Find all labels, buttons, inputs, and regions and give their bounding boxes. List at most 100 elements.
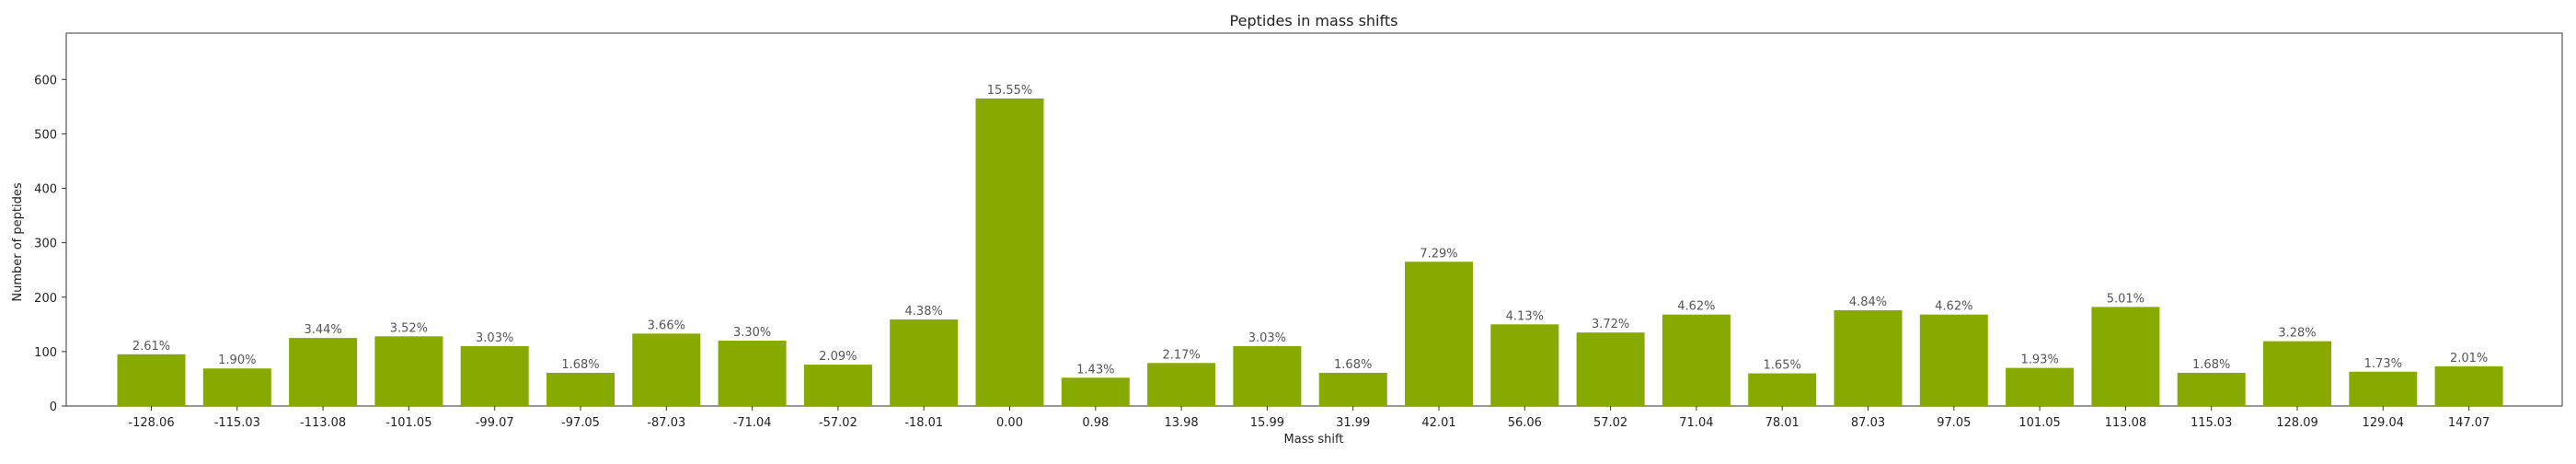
- bar: [2349, 371, 2418, 406]
- x-tick-label: 15.99: [1250, 416, 1284, 430]
- bar: [1662, 314, 1731, 406]
- plot-frame: [65, 32, 2563, 407]
- bar-data-label: 3.44%: [304, 323, 341, 337]
- bar-data-label: 5.01%: [2107, 292, 2145, 306]
- x-axis-title: Mass shift: [1284, 433, 1344, 447]
- x-tick-label: -101.05: [385, 416, 431, 430]
- x-tick-label: -99.07: [476, 416, 514, 430]
- x-tick-label: 128.09: [2276, 416, 2318, 430]
- bar-data-label: 3.03%: [1248, 331, 1286, 345]
- bar: [890, 319, 959, 406]
- bar-data-label: 3.66%: [648, 319, 685, 332]
- x-tick-label: 56.06: [1508, 416, 1542, 430]
- x-axis: -128.06 -115.03 -113.08 -101.05 -99.07 -97.05…: [128, 406, 2490, 430]
- x-tick-label: -128.06: [128, 416, 174, 430]
- x-tick-label: -18.01: [904, 416, 943, 430]
- x-tick-label: 57.02: [1593, 416, 1627, 430]
- y-tick-label: 100: [34, 346, 57, 360]
- bar-data-label: 4.62%: [1677, 300, 1715, 314]
- bar: [718, 341, 787, 406]
- bar-data-label: 4.13%: [1506, 309, 1544, 323]
- bar-data-label: 2.01%: [2450, 352, 2488, 365]
- bar: [202, 368, 271, 406]
- y-tick-label: 0: [50, 400, 57, 414]
- x-tick-label: -57.02: [819, 416, 857, 430]
- bar: [2006, 367, 2075, 406]
- bar-data-label: 1.68%: [561, 358, 599, 372]
- bar-data-label: 1.93%: [2020, 354, 2058, 367]
- bar-data-label: 2.09%: [819, 350, 857, 364]
- bar: [2177, 372, 2246, 406]
- bars-group: 2.61% 1.90% 3.44% 3.52% 3.03% 1.68% 3.66% 3.30%…: [117, 84, 2503, 406]
- bar: [1147, 363, 1216, 406]
- bar: [2434, 365, 2503, 406]
- bar-data-label: 2.61%: [132, 340, 170, 354]
- bar: [117, 354, 186, 406]
- bar-data-label: 4.62%: [1935, 300, 1972, 314]
- x-tick-label: 13.98: [1164, 416, 1198, 430]
- bar: [803, 365, 872, 406]
- x-tick-label: -115.03: [214, 416, 260, 430]
- y-tick-label: 300: [34, 238, 57, 251]
- bar-data-label: 7.29%: [1420, 247, 1457, 261]
- bar-data-label: 3.28%: [2278, 327, 2316, 341]
- bar: [1405, 261, 1473, 406]
- bar: [1490, 324, 1559, 406]
- bar-data-label: 1.90%: [218, 354, 256, 367]
- x-tick-label: -71.04: [733, 416, 772, 430]
- chart-title: Peptides in mass shifts: [1230, 12, 1398, 29]
- bar-data-label: 1.68%: [1334, 358, 1372, 372]
- bar: [1233, 345, 1302, 406]
- bar: [546, 372, 615, 406]
- bar-data-label: 4.38%: [905, 305, 943, 319]
- bar-data-label: 1.68%: [2192, 358, 2230, 372]
- bar-data-label: 3.72%: [1592, 318, 1629, 331]
- bar: [1834, 309, 1903, 406]
- x-tick-label: 101.05: [2018, 416, 2061, 430]
- y-axis: 0 100 200 300 400 500 600: [34, 74, 66, 414]
- y-tick-label: 600: [34, 74, 57, 87]
- x-tick-label: 78.01: [1765, 416, 1800, 430]
- bar: [374, 336, 443, 406]
- bar: [460, 345, 529, 406]
- bar-data-label: 4.84%: [1849, 296, 1887, 309]
- x-tick-label: 31.99: [1336, 416, 1370, 430]
- bar-data-label: 3.03%: [476, 331, 513, 345]
- bar: [289, 338, 358, 406]
- x-tick-label: 129.04: [2363, 416, 2405, 430]
- bar: [1576, 332, 1645, 406]
- x-tick-label: 71.04: [1679, 416, 1713, 430]
- bar-data-label: 3.30%: [733, 326, 771, 340]
- bar-data-label: 3.52%: [390, 321, 428, 335]
- x-tick-label: -87.03: [647, 416, 685, 430]
- bar: [975, 98, 1044, 406]
- x-tick-label: 87.03: [1851, 416, 1885, 430]
- x-tick-label: -97.05: [561, 416, 600, 430]
- y-tick-label: 500: [34, 128, 57, 142]
- x-tick-label: 113.08: [2105, 416, 2147, 430]
- bar-data-label: 1.73%: [2364, 357, 2402, 371]
- x-tick-label: 97.05: [1937, 416, 1971, 430]
- bar-data-label: 1.65%: [1764, 359, 1801, 373]
- bar: [2263, 341, 2331, 406]
- x-tick-label: 42.01: [1421, 416, 1455, 430]
- x-tick-label: 147.07: [2448, 416, 2490, 430]
- bar: [1748, 373, 1817, 406]
- x-tick-label: 0.98: [1082, 416, 1109, 430]
- x-tick-label: 0.00: [996, 416, 1023, 430]
- bar: [1061, 377, 1130, 406]
- x-tick-label: -113.08: [300, 416, 346, 430]
- y-tick-label: 400: [34, 183, 57, 197]
- bar-data-label: 2.17%: [1162, 348, 1200, 362]
- bar-data-label: 15.55%: [987, 84, 1033, 98]
- y-axis-title: Number of peptides: [11, 182, 25, 301]
- bar: [632, 333, 701, 406]
- x-tick-label: 115.03: [2191, 416, 2233, 430]
- y-tick-label: 200: [34, 292, 57, 306]
- bar: [1919, 314, 1988, 406]
- bar-data-label: 1.43%: [1076, 363, 1114, 377]
- bar: [1318, 372, 1387, 406]
- bar: [2091, 307, 2160, 406]
